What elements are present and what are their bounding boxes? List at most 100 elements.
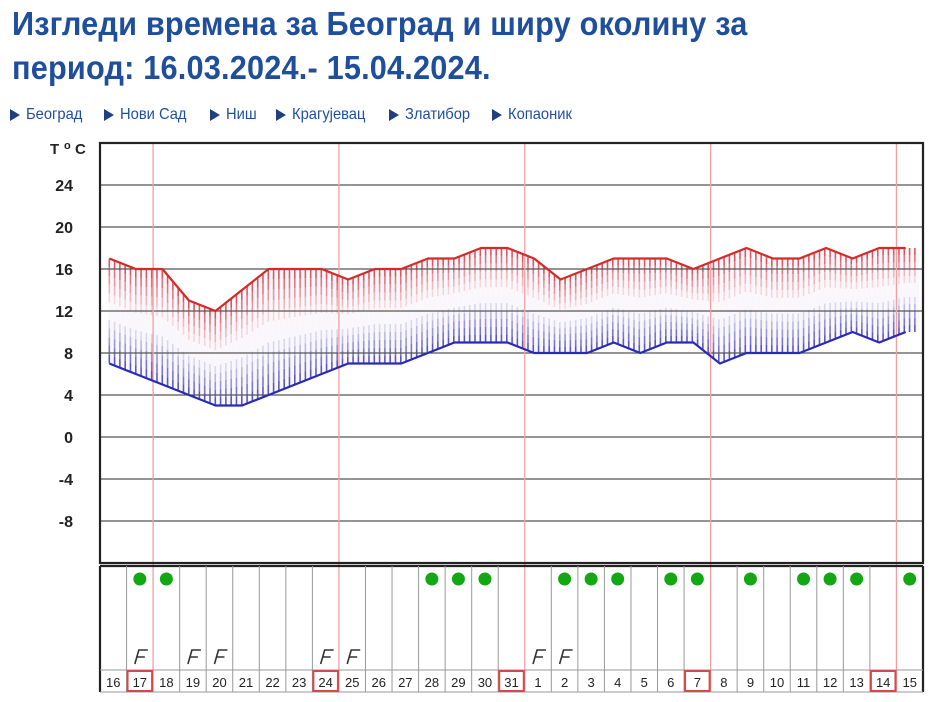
svg-text:12: 12 <box>55 304 73 321</box>
arrow-right-icon <box>492 109 503 121</box>
calendar-day: 1 <box>532 649 547 690</box>
sun-icon <box>903 572 917 586</box>
day-label: 19 <box>186 675 200 690</box>
calendar-day: 12 <box>823 572 837 690</box>
nav-link-zlatibor[interactable]: Златибор <box>388 106 476 124</box>
day-label: 29 <box>451 675 465 690</box>
sun-icon <box>850 572 864 586</box>
day-label: 27 <box>398 675 412 690</box>
wind-icon <box>532 649 547 665</box>
day-label: 14 <box>876 675 890 690</box>
calendar-day: 30 <box>478 572 492 690</box>
svg-text:-8: -8 <box>59 514 73 531</box>
day-label: 20 <box>212 675 226 690</box>
sun-icon <box>823 572 837 586</box>
day-label: 8 <box>720 675 727 690</box>
day-label: 2 <box>561 675 568 690</box>
day-label: 17 <box>133 675 147 690</box>
calendar-day: 4 <box>611 572 625 690</box>
sunday-marker <box>126 670 154 692</box>
calendar-day: 5 <box>641 675 648 690</box>
calendar-day: 8 <box>720 675 727 690</box>
day-label: 4 <box>614 675 621 690</box>
day-label: 31 <box>504 675 518 690</box>
day-label: 1 <box>534 675 541 690</box>
wind-icon <box>187 649 201 665</box>
wind-icon <box>319 649 334 665</box>
sunday-marker <box>498 670 525 692</box>
calendar-day: 7 <box>684 572 711 692</box>
calendar-day: 31 <box>498 670 525 692</box>
day-label: 10 <box>770 675 784 690</box>
day-label: 6 <box>667 675 674 690</box>
svg-text:16: 16 <box>55 262 73 279</box>
svg-text:0: 0 <box>64 430 73 447</box>
sunday-marker <box>869 670 897 692</box>
day-label: 21 <box>239 675 253 690</box>
day-label: 12 <box>823 675 837 690</box>
calendar-day: 24 <box>312 649 339 692</box>
calendar-day: 22 <box>265 675 279 690</box>
nav-link-kragujevac[interactable]: Крагујевац <box>275 106 372 124</box>
day-label: 25 <box>345 675 359 690</box>
svg-text:C: C <box>75 141 86 158</box>
wind-icon <box>346 649 361 665</box>
day-label: 13 <box>849 675 863 690</box>
sun-icon <box>133 572 147 586</box>
calendar-day: 18 <box>159 572 174 690</box>
svg-text:T: T <box>50 141 59 158</box>
sun-icon <box>743 572 757 586</box>
sun-icon <box>690 572 704 586</box>
arrow-right-icon <box>209 109 220 121</box>
calendar-day: 26 <box>372 675 386 690</box>
arrow-right-icon <box>275 109 286 121</box>
nav-link-novi-sad[interactable]: Нови Сад <box>104 106 192 124</box>
sun-icon <box>451 572 465 586</box>
wind-icon <box>558 649 573 665</box>
nav-link-kopaonik[interactable]: Копаоник <box>492 106 577 124</box>
calendar-day: 13 <box>849 572 864 690</box>
sun-icon <box>797 572 811 586</box>
nav-link-beograd[interactable]: Београд <box>10 106 87 124</box>
city-nav: Београд Нови Сад Ниш Крагујевац Златибор… <box>10 106 595 124</box>
temperature-band <box>108 248 920 406</box>
wind-icon <box>213 649 228 665</box>
day-label: 22 <box>265 675 279 690</box>
calendar-day: 10 <box>770 675 784 690</box>
day-label: 16 <box>106 675 120 690</box>
day-label: 26 <box>372 675 386 690</box>
sun-icon <box>159 572 173 586</box>
calendar-day: 11 <box>797 572 811 690</box>
sun-icon <box>558 572 572 586</box>
svg-text:-4: -4 <box>59 472 73 489</box>
calendar-day: 3 <box>584 572 598 690</box>
temperature-lines <box>108 246 907 407</box>
day-label: 15 <box>902 675 916 690</box>
svg-text:o: o <box>64 140 71 152</box>
calendar-day: 16 <box>106 675 120 690</box>
sunday-marker <box>684 670 711 692</box>
day-label: 3 <box>588 675 595 690</box>
calendar-strip: 16 17 18 19 20 21 22 23 24 25 26 27 28 29 30 31 1 2 3 4 5 6 7 8… <box>98 564 925 693</box>
calendar-day: 19 <box>186 649 201 690</box>
sun-icon <box>611 572 625 586</box>
calendar-day: 15 <box>902 572 917 690</box>
sun-icon <box>425 572 439 586</box>
day-label: 30 <box>478 675 492 690</box>
sun-icon <box>584 572 598 586</box>
day-label: 18 <box>159 675 173 690</box>
svg-text:20: 20 <box>55 220 73 237</box>
nav-link-nis[interactable]: Ниш <box>209 106 259 124</box>
day-label: 24 <box>318 675 332 690</box>
calendar-day: 27 <box>398 675 412 690</box>
svg-text:24: 24 <box>55 178 73 195</box>
day-label: 5 <box>641 675 648 690</box>
arrow-right-icon <box>104 109 115 121</box>
calendar-day: 28 <box>425 572 439 690</box>
sun-icon <box>664 572 678 586</box>
calendar-day: 23 <box>292 675 306 690</box>
calendar-day: 25 <box>345 649 361 690</box>
calendar-day: 9 <box>743 572 757 690</box>
calendar-day: 6 <box>664 572 678 690</box>
